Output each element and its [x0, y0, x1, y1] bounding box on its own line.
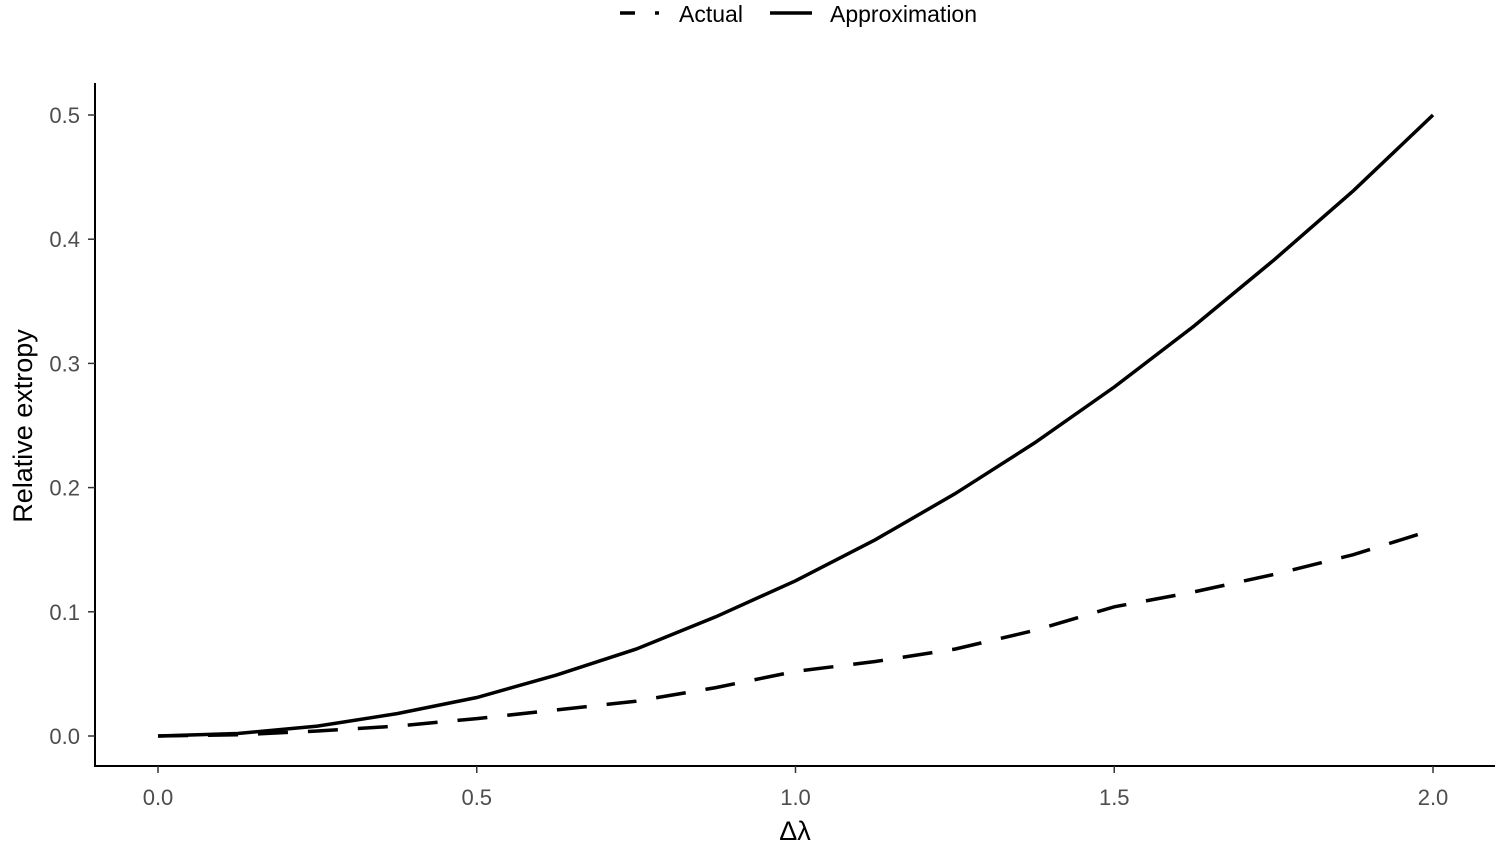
legend-label-actual: Actual	[679, 1, 743, 27]
series-line-approximation	[157, 113, 1435, 738]
y-tick-label: 0.2	[49, 476, 80, 501]
y-tick-label: 0.4	[49, 227, 80, 252]
y-tick-label: 0.3	[49, 351, 80, 376]
y-axis-ticks: 0.0 0.1 0.2 0.3 0.4 0.5	[49, 103, 95, 749]
legend-item-actual: Actual	[620, 1, 743, 27]
x-tick-label: 1.0	[780, 785, 811, 810]
x-axis-title: Δλ	[779, 816, 811, 846]
x-tick-label: 2.0	[1418, 785, 1449, 810]
legend: Actual Approximation	[620, 1, 977, 27]
y-axis-title: Relative extropy	[8, 329, 38, 523]
x-tick-label: 0.0	[143, 785, 174, 810]
y-tick-label: 0.1	[49, 600, 80, 625]
x-tick-label: 1.5	[1099, 785, 1130, 810]
y-tick-label: 0.5	[49, 103, 80, 128]
y-tick-label: 0.0	[49, 724, 80, 749]
x-tick-label: 0.5	[461, 785, 492, 810]
legend-label-approximation: Approximation	[830, 1, 977, 27]
x-axis-ticks: 0.0 0.5 1.0 1.5 2.0	[143, 766, 1449, 810]
legend-item-approximation: Approximation	[770, 1, 977, 27]
series-line-actual	[157, 528, 1434, 738]
